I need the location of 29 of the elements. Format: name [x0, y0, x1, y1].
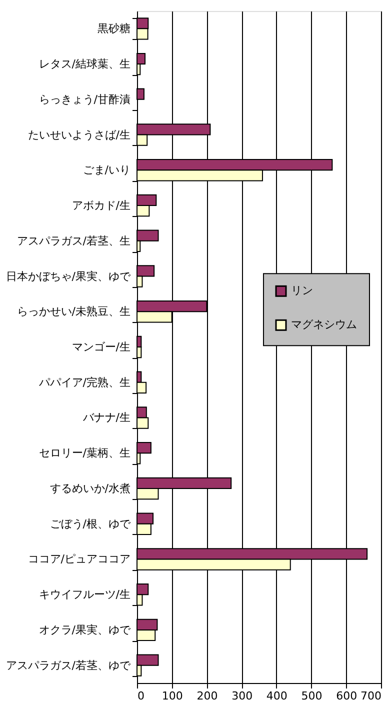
y-tick-label: バナナ/生	[82, 411, 130, 424]
x-tick-label: 200	[196, 690, 218, 702]
legend-label: マグネシウム	[291, 318, 357, 332]
y-tick-label: 黒砂糖	[98, 22, 130, 36]
y-tick-label: ごぼう/根、ゆで	[50, 517, 132, 530]
y-tick-label: らっきょう/甘酢漬	[38, 92, 130, 106]
y-tick-label: セロリー/葉柄、生	[38, 446, 130, 460]
x-tick-label: 700	[360, 690, 382, 702]
y-tick-label: たいせいようさば/生	[28, 128, 130, 142]
y-tick-label: オクラ/果実、ゆで	[38, 623, 132, 636]
x-tick-label: 400	[266, 690, 288, 702]
x-tick-label: 600	[336, 690, 358, 702]
y-tick-label: キウイフルーツ/生	[38, 588, 130, 602]
y-tick-label: らっかせい/未熟豆、生	[16, 305, 130, 318]
y-tick-label: アスパラガス/若茎、ゆで	[6, 658, 132, 672]
x-tick-label: 100	[162, 690, 183, 702]
y-tick-label: レタス/結球葉、生	[38, 58, 130, 71]
y-tick-label: アスパラガス/若茎、生	[16, 234, 130, 248]
y-tick-label: パパイア/完熟、生	[38, 376, 130, 389]
x-tick-label: 0	[138, 690, 144, 702]
x-tick-label: 500	[301, 690, 322, 702]
y-tick-label: ごま/いり	[82, 164, 130, 177]
y-tick-label: 日本かぼちゃ/果実、ゆで	[6, 270, 132, 283]
y-tick-label: アボカド/生	[72, 199, 130, 212]
legend-label: リン	[291, 284, 313, 298]
x-tick-label: 300	[232, 690, 253, 702]
y-tick-label: マンゴー/生	[72, 340, 130, 354]
y-tick-label: ココア/ピュアココア	[28, 552, 130, 566]
y-tick-label: するめいか/水煮	[50, 482, 130, 495]
